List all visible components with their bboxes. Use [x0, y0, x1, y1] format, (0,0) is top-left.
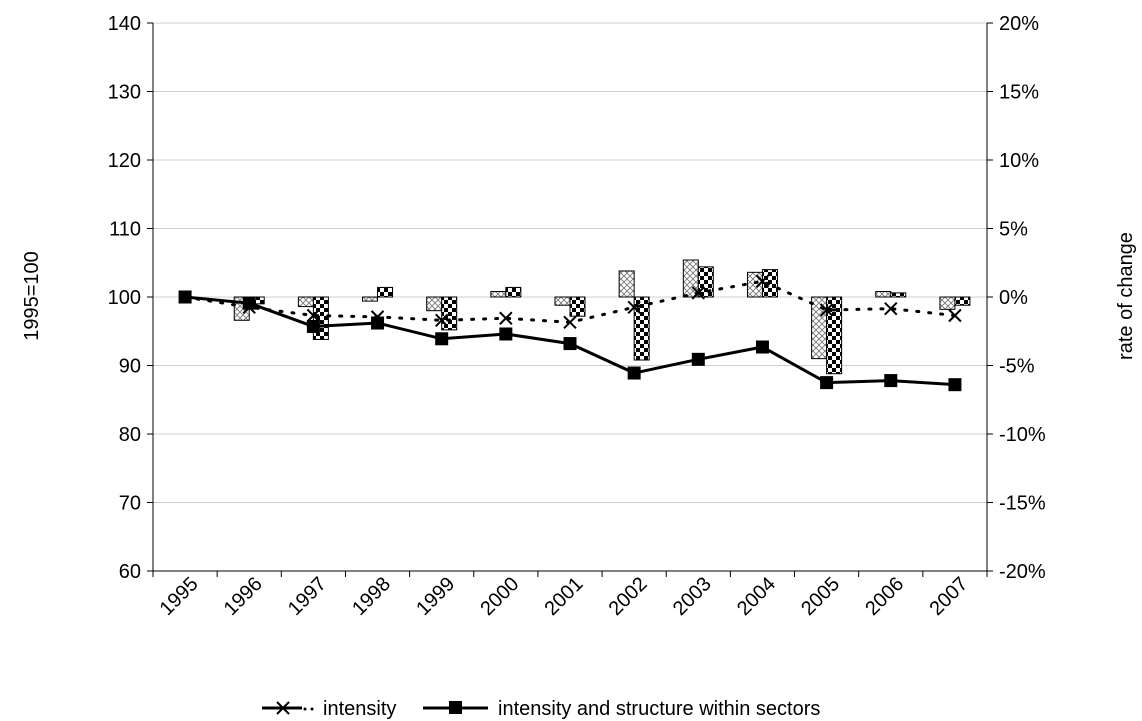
bar [362, 296, 379, 302]
bar [811, 296, 828, 360]
x-tick-label: 1999 [412, 573, 459, 620]
index-lines [178, 274, 962, 392]
bar [875, 291, 892, 298]
x-tick-label: 2000 [476, 573, 523, 620]
point-intensity-structure [242, 296, 256, 310]
point-intensity-structure [884, 374, 898, 388]
y-tick-label-left: 70 [119, 493, 141, 515]
point-intensity [691, 286, 706, 300]
point-intensity-structure [948, 378, 962, 392]
bar [618, 270, 635, 298]
bar [441, 296, 458, 331]
x-tick-label: 2002 [605, 573, 652, 620]
bar [490, 291, 507, 298]
point-intensity-structure [178, 290, 192, 304]
point-intensity [884, 301, 898, 316]
y-tick-label-left: 110 [109, 219, 141, 241]
point-intensity [948, 308, 962, 323]
point-intensity [755, 274, 770, 288]
y-tick-label-left: 90 [119, 356, 141, 378]
y-tick-label-right: 0% [999, 287, 1028, 309]
y-tick-label-left: 60 [119, 561, 141, 583]
y-tick-label-left: 120 [108, 150, 141, 172]
bar [954, 296, 971, 306]
point-intensity-structure [627, 366, 641, 380]
point-intensity [563, 315, 577, 330]
y-tick-label-right: 10% [999, 150, 1039, 172]
point-intensity-structure [563, 337, 577, 351]
x-tick-label: 2007 [925, 573, 972, 620]
point-intensity-structure [499, 327, 513, 341]
bar [939, 296, 956, 310]
legend-item-intensity-structure: intensity and structure within sectors [423, 698, 820, 720]
legend-dot [310, 707, 314, 711]
point-intensity-structure [691, 352, 705, 366]
bar [505, 286, 522, 298]
y-tick-label-right: -15% [999, 493, 1046, 515]
y-tick-label-right: 20% [999, 13, 1039, 35]
point-intensity-structure [755, 340, 769, 354]
bar [697, 266, 714, 298]
point-intensity-structure [820, 376, 834, 390]
legend: intensity intensity and structure within… [262, 698, 820, 720]
legend-item-intensity: intensity [262, 698, 396, 720]
x-tick-label: 1998 [348, 573, 395, 620]
legend-label-intensity: intensity [323, 698, 396, 720]
y-axis-label-right: rate of change [1115, 232, 1137, 360]
point-intensity-structure [435, 332, 449, 346]
legend-marker-x [276, 701, 290, 715]
y-tick-label-left: 80 [119, 424, 141, 446]
gridlines [153, 22, 987, 503]
point-intensity [306, 308, 321, 323]
y-tick-label-right: -20% [999, 561, 1046, 583]
x-tick-label: 2005 [797, 573, 844, 620]
x-tick-label: 1995 [156, 573, 203, 620]
y-axis-label-left: 1995=100 [21, 251, 43, 341]
y-tick-label-right: 5% [999, 219, 1028, 241]
x-tick-label: 2006 [861, 573, 908, 620]
y-tick-label-right: 15% [999, 82, 1039, 104]
y-tick-label-left: 100 [108, 287, 141, 309]
point-intensity [627, 300, 641, 314]
point-intensity [819, 303, 834, 317]
bar [633, 296, 650, 361]
y-tick-label-left: 140 [108, 13, 141, 35]
bar [297, 296, 314, 308]
x-tick-label: 2003 [669, 573, 716, 620]
x-tick-label: 2001 [541, 573, 588, 620]
point-intensity-structure [306, 319, 320, 333]
bar [826, 296, 843, 375]
x-tick-label: 2004 [733, 573, 780, 620]
bar [554, 296, 571, 306]
bar [569, 296, 586, 317]
x-tick-label: 1996 [220, 573, 267, 620]
x-tick-label: 1997 [284, 573, 331, 620]
legend-marker-square [449, 701, 462, 714]
bar [377, 286, 394, 298]
y-tick-label-right: -5% [999, 356, 1035, 378]
point-intensity [434, 313, 449, 327]
legend-label-intensity-structure: intensity and structure within sectors [498, 698, 820, 720]
point-intensity-structure [371, 316, 385, 330]
bar [426, 296, 443, 312]
y-tick-label-left: 130 [108, 82, 141, 104]
y-tick-label-right: -10% [999, 424, 1046, 446]
legend-dot [303, 707, 307, 711]
point-intensity [499, 311, 513, 325]
bar [890, 292, 907, 298]
